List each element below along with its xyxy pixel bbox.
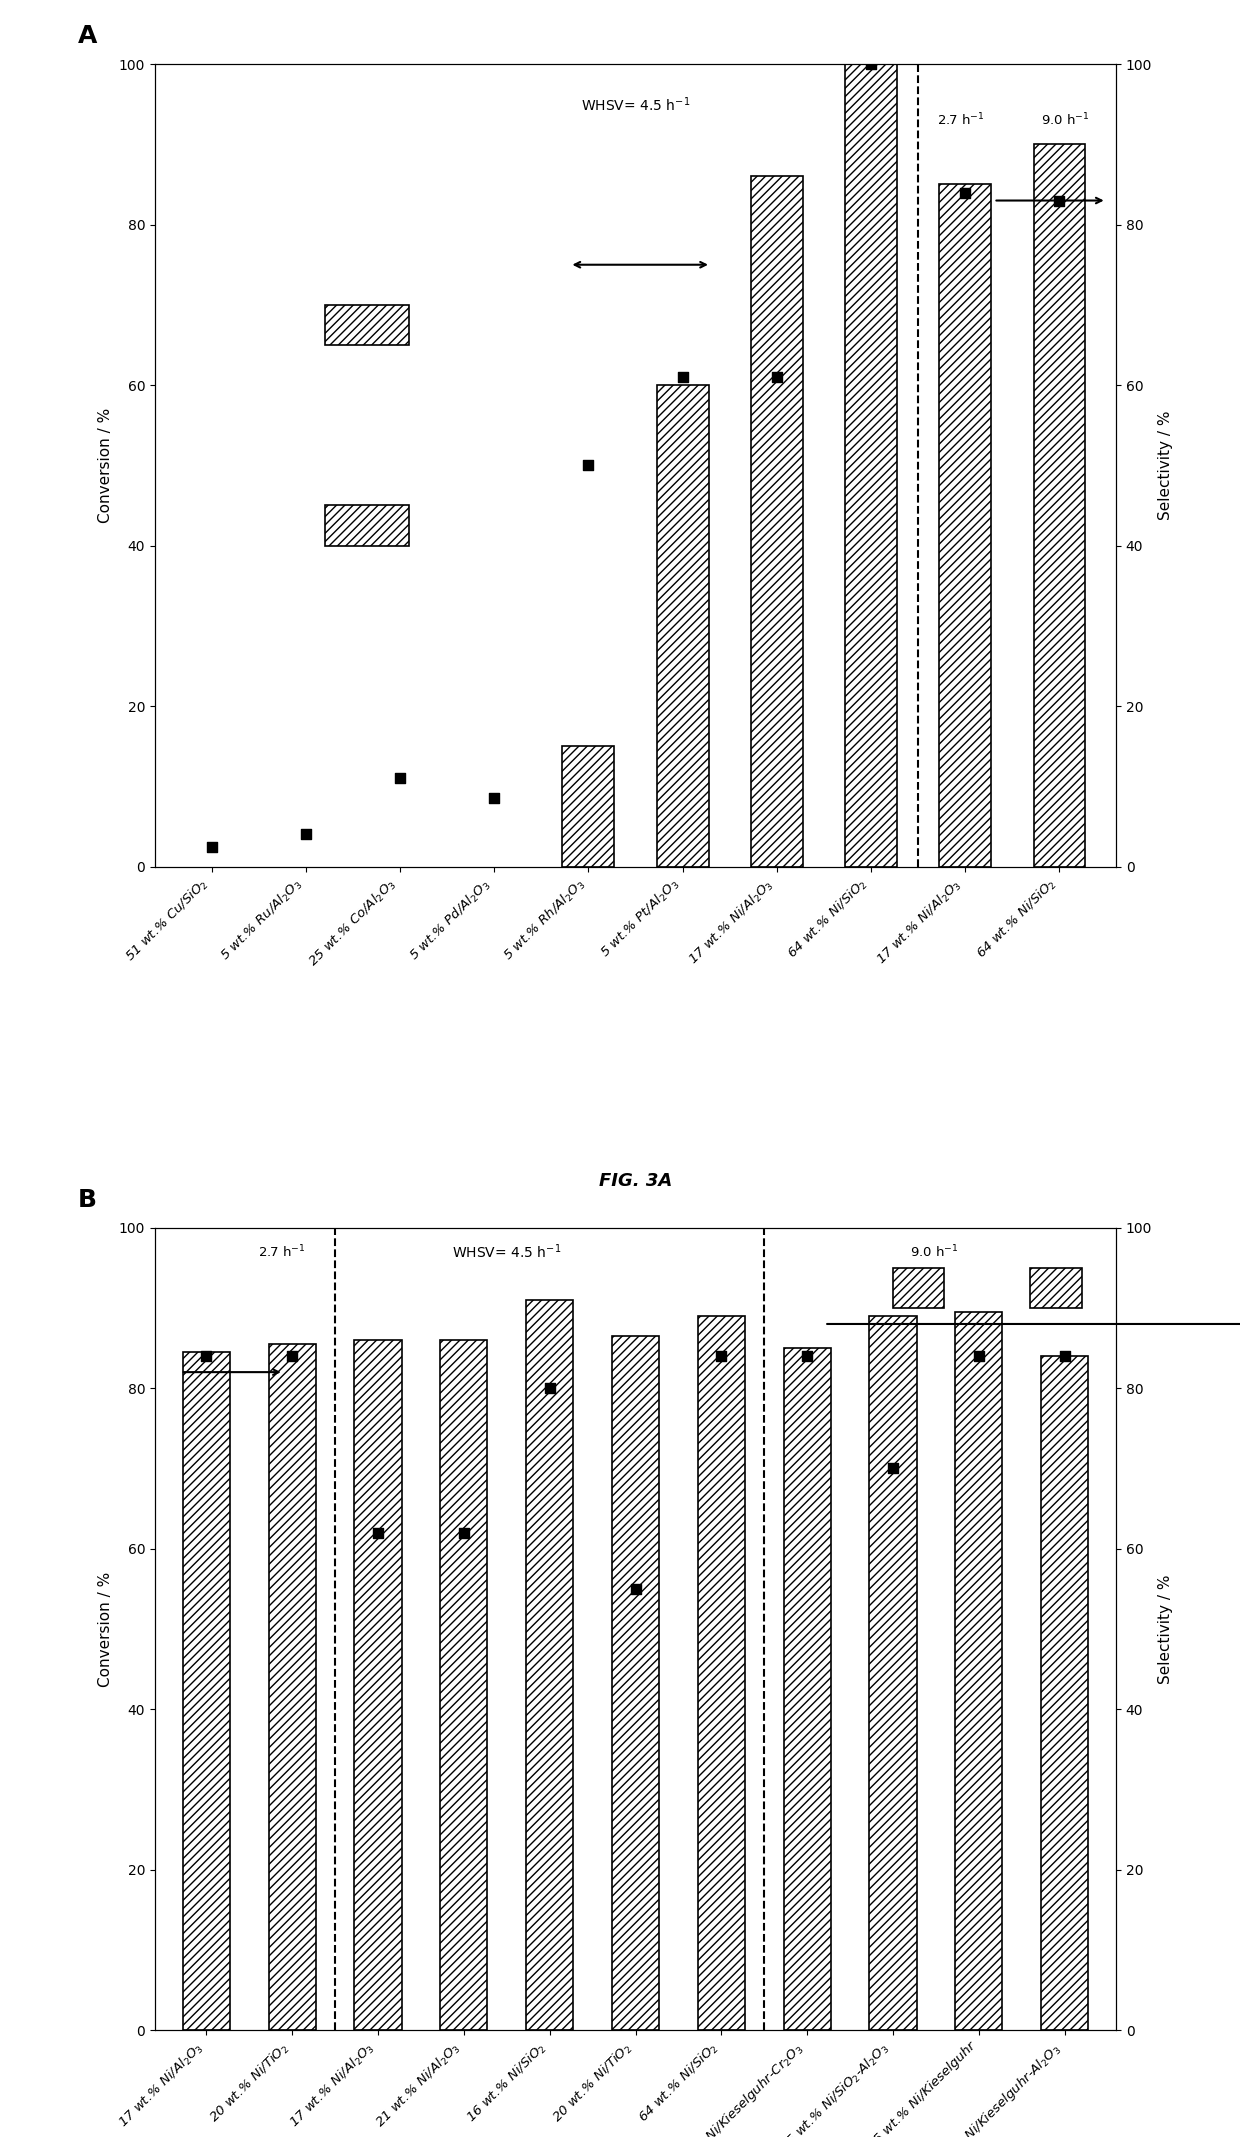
Bar: [1040, 1357, 1089, 2030]
Bar: [325, 306, 409, 344]
Bar: [657, 385, 708, 868]
Text: 2.7 h$^{-1}$: 2.7 h$^{-1}$: [258, 1244, 305, 1261]
Point: [454, 1515, 474, 1549]
Point: [202, 829, 222, 863]
Bar: [355, 1340, 402, 2030]
Y-axis label: Conversion / %: Conversion / %: [98, 1571, 113, 1686]
Point: [625, 1571, 645, 1605]
Bar: [1034, 145, 1085, 868]
Bar: [563, 746, 614, 868]
Bar: [611, 1336, 660, 2030]
Point: [197, 1340, 217, 1374]
Bar: [526, 1299, 573, 2030]
Y-axis label: Selectivity / %: Selectivity / %: [1158, 1575, 1173, 1684]
Point: [766, 359, 786, 393]
Point: [672, 359, 692, 393]
Bar: [440, 1340, 487, 2030]
Point: [485, 782, 505, 816]
Point: [368, 1515, 388, 1549]
Bar: [784, 1348, 831, 2030]
Point: [968, 1340, 988, 1374]
Bar: [846, 64, 897, 868]
Point: [579, 449, 599, 483]
Point: [861, 47, 880, 81]
Point: [1049, 184, 1069, 218]
Bar: [869, 1316, 916, 2030]
Text: B: B: [78, 1188, 97, 1212]
Bar: [698, 1316, 745, 2030]
Text: 2.7 h$^{-1}$: 2.7 h$^{-1}$: [937, 111, 985, 128]
Point: [883, 1451, 903, 1485]
Bar: [955, 1312, 1002, 2030]
Point: [955, 175, 975, 209]
Bar: [1030, 1267, 1081, 1308]
Y-axis label: Conversion / %: Conversion / %: [98, 408, 113, 524]
Bar: [893, 1267, 945, 1308]
Point: [539, 1372, 559, 1406]
Point: [1054, 1340, 1074, 1374]
Point: [797, 1340, 817, 1374]
Text: WHSV= 4.5 h$^{-1}$: WHSV= 4.5 h$^{-1}$: [580, 94, 691, 113]
Text: FIG. 3A: FIG. 3A: [599, 1171, 672, 1190]
Point: [296, 816, 316, 851]
Point: [283, 1340, 303, 1374]
Point: [391, 761, 410, 795]
Text: A: A: [78, 24, 98, 47]
Bar: [182, 1353, 231, 2030]
Text: 9.0 h$^{-1}$: 9.0 h$^{-1}$: [910, 1244, 959, 1261]
Text: WHSV= 4.5 h$^{-1}$: WHSV= 4.5 h$^{-1}$: [453, 1242, 562, 1261]
Bar: [940, 184, 991, 868]
Text: 9.0 h$^{-1}$: 9.0 h$^{-1}$: [1040, 111, 1089, 128]
Bar: [751, 177, 802, 868]
Y-axis label: Selectivity / %: Selectivity / %: [1158, 410, 1173, 519]
Bar: [269, 1344, 316, 2030]
Bar: [325, 506, 409, 545]
Point: [712, 1340, 732, 1374]
